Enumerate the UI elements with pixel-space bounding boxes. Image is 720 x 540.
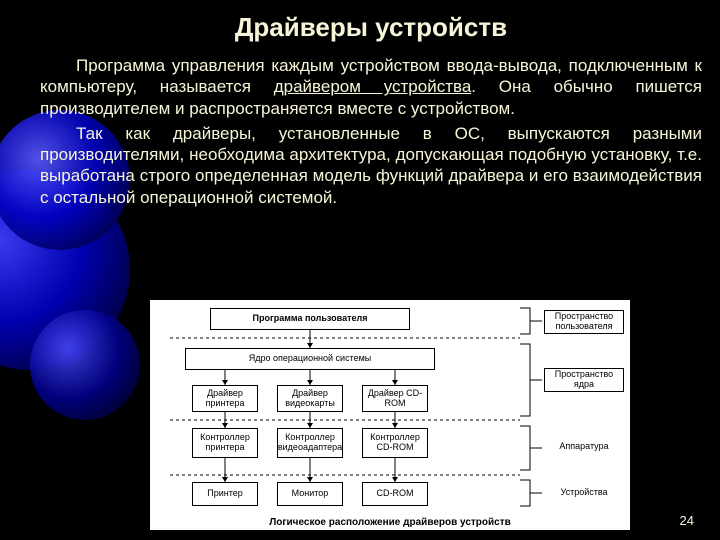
- box-controller-video: Контроллер видеоадаптера: [277, 428, 343, 458]
- box-driver-cdrom: Драйвер CD-ROM: [362, 385, 428, 412]
- box-driver-video: Драйвер видеокарты: [277, 385, 343, 412]
- box-device-cdrom: CD-ROM: [362, 482, 428, 506]
- paragraph-2: Так как драйверы, установленные в ОС, вы…: [40, 123, 702, 208]
- label-user-space: Пространство пользователя: [544, 310, 624, 334]
- box-device-monitor: Монитор: [277, 482, 343, 506]
- page-number: 24: [680, 513, 694, 528]
- label-hardware: Аппаратура: [544, 442, 624, 452]
- box-os-kernel: Ядро операционной системы: [185, 348, 435, 370]
- para1-underlined: драйвером устройства: [274, 77, 472, 96]
- box-controller-printer: Контроллер принтера: [192, 428, 258, 458]
- page-title: Драйверы устройств: [40, 12, 702, 43]
- slide-content: Драйверы устройств Программа управления …: [40, 12, 702, 212]
- driver-diagram: Программа пользователя Ядро операционной…: [150, 300, 630, 530]
- diagram-caption: Логическое расположение драйверов устрой…: [150, 517, 630, 528]
- box-controller-cdrom: Контроллер CD-ROM: [362, 428, 428, 458]
- label-kernel-space: Пространство ядра: [544, 368, 624, 392]
- box-user-program: Программа пользователя: [210, 308, 410, 330]
- box-driver-printer: Драйвер принтера: [192, 385, 258, 412]
- sphere-bottom: [30, 310, 140, 420]
- paragraph-1: Программа управления каждым устройством …: [40, 55, 702, 119]
- box-device-printer: Принтер: [192, 482, 258, 506]
- label-devices: Устройства: [544, 488, 624, 498]
